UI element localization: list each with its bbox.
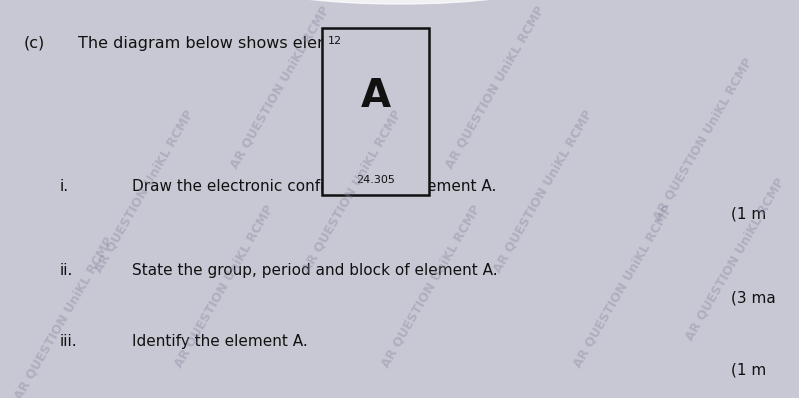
Text: 12: 12 — [328, 36, 342, 46]
Text: Draw the electronic configuration of element A.: Draw the electronic configuration of ele… — [132, 179, 496, 194]
Text: State the group, period and block of element A.: State the group, period and block of ele… — [132, 263, 498, 278]
Text: AR QUESTION UniKL RCMP: AR QUESTION UniKL RCMP — [172, 203, 276, 370]
Ellipse shape — [260, 0, 539, 4]
Text: The diagram below shows element A.: The diagram below shows element A. — [78, 36, 380, 51]
Text: AR QUESTION UniKL RCMP: AR QUESTION UniKL RCMP — [12, 235, 116, 398]
Text: i.: i. — [60, 179, 69, 194]
Text: (3 ma: (3 ma — [731, 291, 776, 306]
Text: 24.305: 24.305 — [356, 175, 395, 185]
Text: AR QUESTION UniKL RCMP: AR QUESTION UniKL RCMP — [92, 107, 196, 275]
Text: AR QUESTION UniKL RCMP: AR QUESTION UniKL RCMP — [491, 107, 595, 275]
Text: AR QUESTION UniKL RCMP: AR QUESTION UniKL RCMP — [683, 175, 787, 342]
Text: (c): (c) — [24, 36, 46, 51]
Text: AR QUESTION UniKL RCMP: AR QUESTION UniKL RCMP — [571, 203, 675, 370]
Text: iii.: iii. — [60, 334, 78, 349]
Text: ii.: ii. — [60, 263, 74, 278]
Text: AR QUESTION UniKL RCMP: AR QUESTION UniKL RCMP — [380, 203, 483, 370]
Text: AR QUESTION UniKL RCMP: AR QUESTION UniKL RCMP — [300, 107, 403, 275]
Text: A: A — [360, 76, 391, 115]
Text: AR QUESTION UniKL RCMP: AR QUESTION UniKL RCMP — [443, 4, 547, 171]
Text: (1 m: (1 m — [731, 362, 766, 377]
Text: AR QUESTION UniKL RCMP: AR QUESTION UniKL RCMP — [651, 56, 755, 223]
Text: (1 m: (1 m — [731, 207, 766, 222]
Text: Identify the element A.: Identify the element A. — [132, 334, 308, 349]
Bar — [321, 28, 430, 195]
Text: AR QUESTION UniKL RCMP: AR QUESTION UniKL RCMP — [228, 4, 332, 171]
